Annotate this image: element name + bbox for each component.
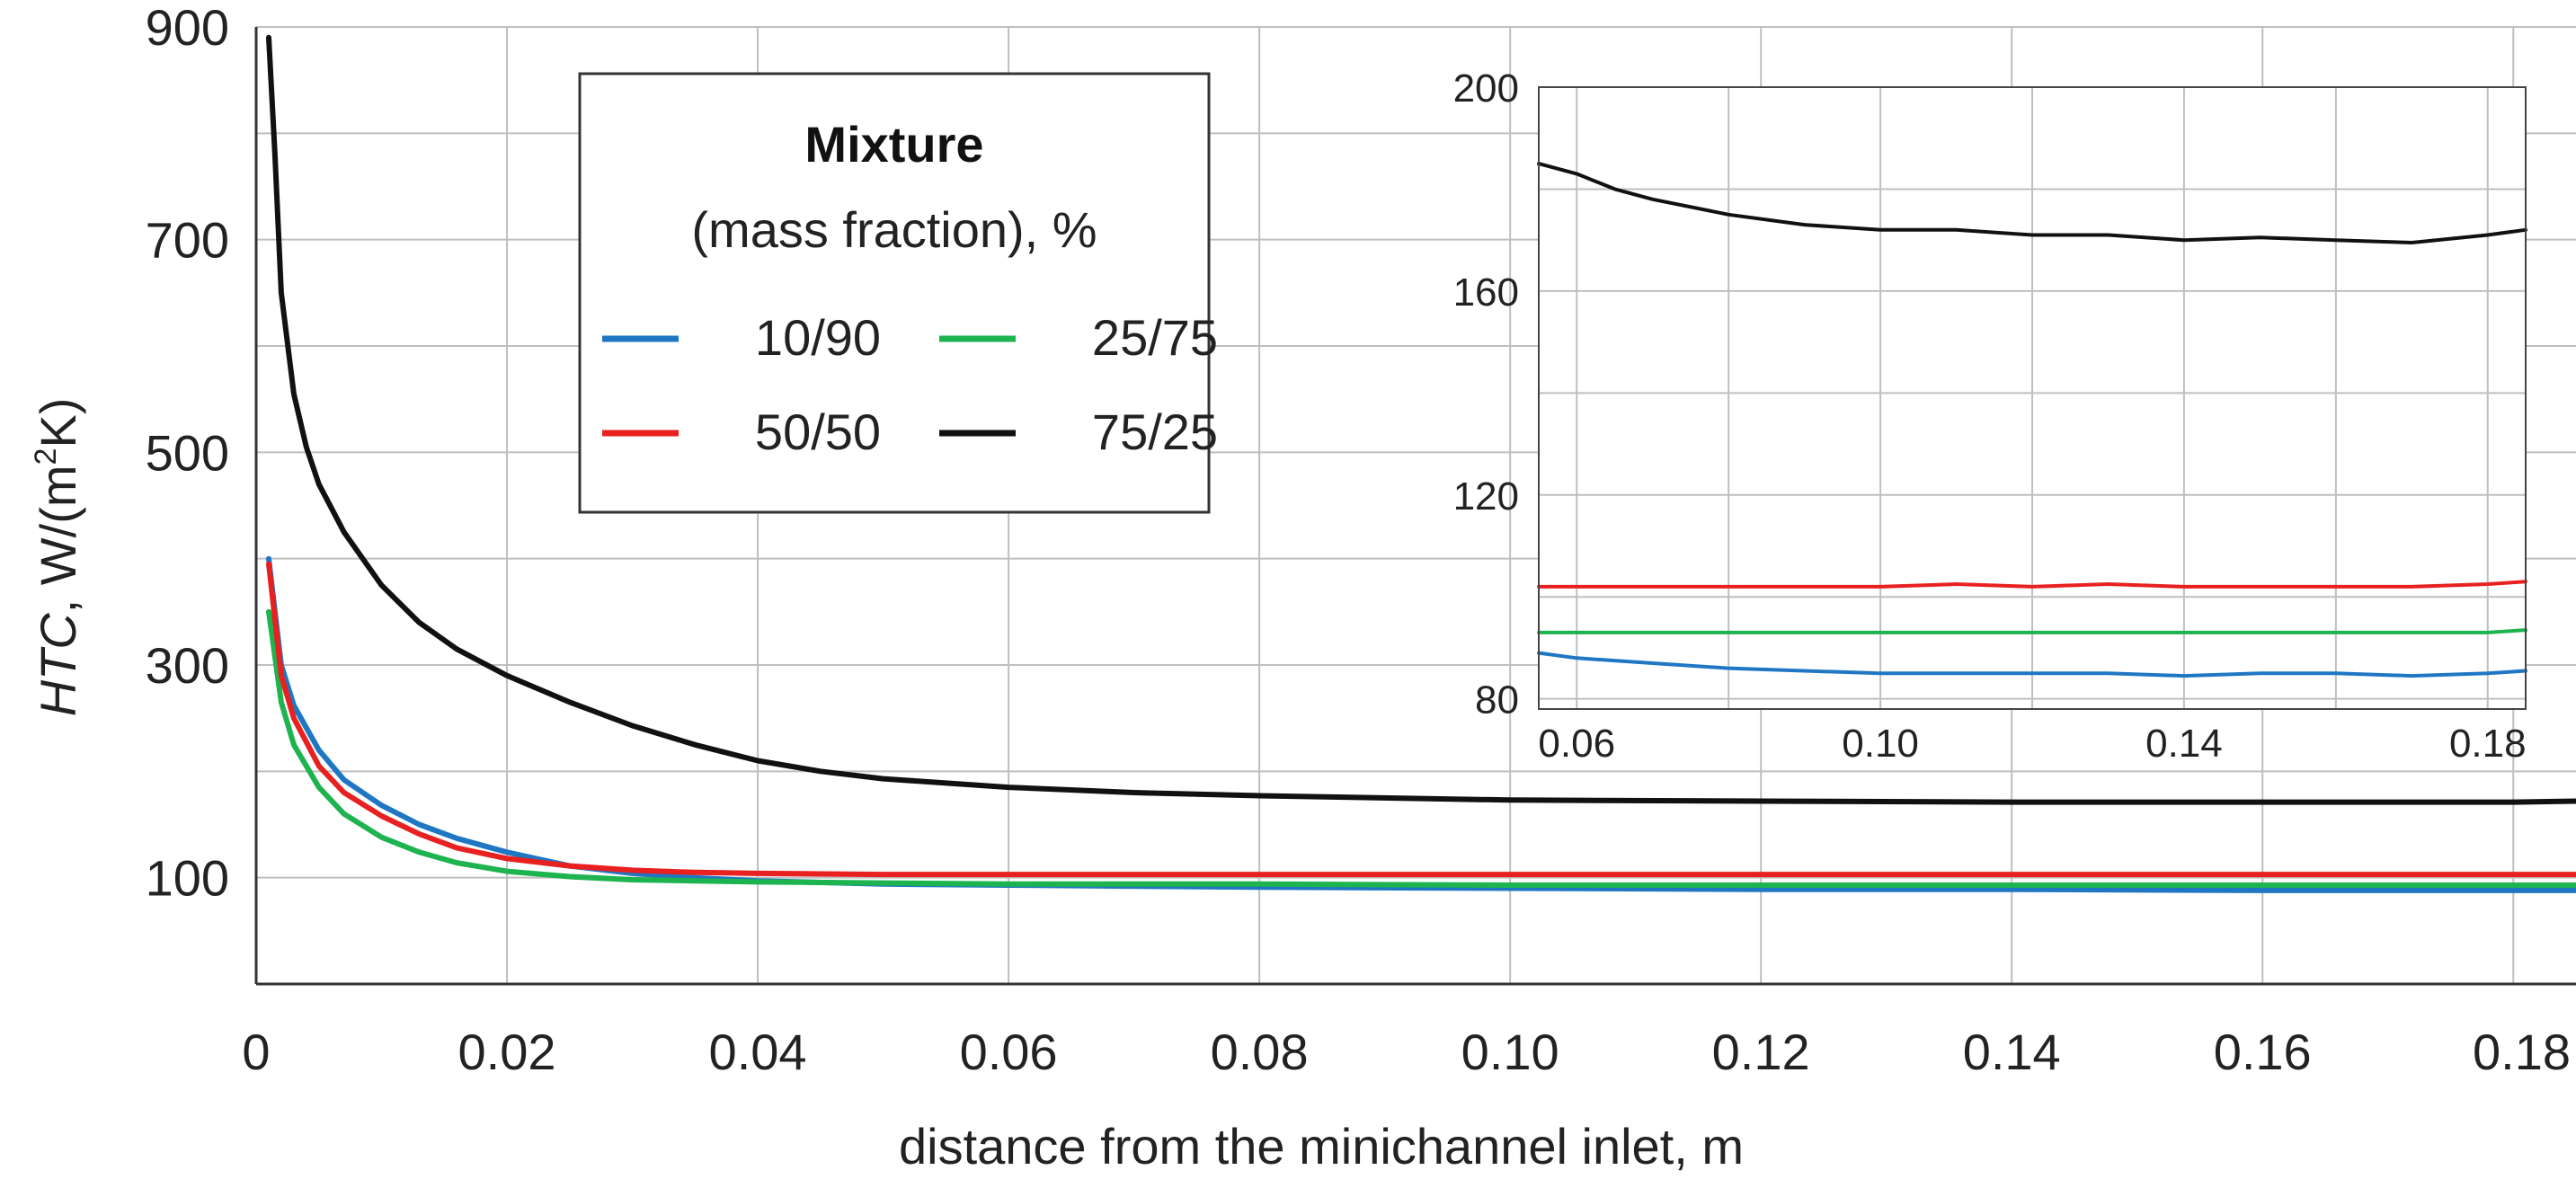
legend-label-50-50: 50/50 bbox=[755, 403, 881, 460]
inset-y-tick-label: 120 bbox=[1453, 474, 1519, 519]
y-tick-label: 300 bbox=[146, 637, 229, 694]
x-tick-label: 0.12 bbox=[1712, 1024, 1810, 1080]
x-tick-label: 0.04 bbox=[709, 1024, 807, 1080]
series-line-50-50 bbox=[266, 561, 2576, 878]
y-tick-label: 100 bbox=[146, 850, 229, 907]
inset-chart: 0.06 0.10 0.14 0.18 80 120 160 200 bbox=[1453, 66, 2527, 766]
series-line-10-90 bbox=[266, 555, 2576, 893]
main-series bbox=[266, 34, 2576, 893]
x-tick-label: 0.14 bbox=[1963, 1024, 2061, 1080]
legend-subtitle: (mass fraction), % bbox=[691, 201, 1097, 258]
inset-series-line-25-75 bbox=[1537, 628, 2527, 634]
legend: Mixture (mass fraction), % 10/90 25/75 50/… bbox=[578, 72, 1218, 514]
y-tick-label: 900 bbox=[146, 0, 229, 56]
inset-x-tick-label: 0.14 bbox=[2145, 722, 2223, 766]
legend-title: Mixture bbox=[804, 116, 983, 173]
series-line-25-75 bbox=[266, 608, 2576, 888]
series-line-75-25 bbox=[266, 34, 2576, 805]
main-x-tick-labels: 0 0.02 0.04 0.06 0.08 0.10 0.12 0.14 0.16 0.18 bbox=[242, 1024, 2571, 1080]
inset-y-tick-label: 160 bbox=[1453, 270, 1519, 315]
x-tick-label: 0.02 bbox=[458, 1024, 556, 1080]
x-tick-label: 0.10 bbox=[1461, 1024, 1559, 1080]
inset-y-tick-labels: 80 120 160 200 bbox=[1453, 66, 1519, 722]
inset-y-tick-label: 80 bbox=[1475, 678, 1519, 722]
x-tick-label: 0.06 bbox=[960, 1024, 1058, 1080]
legend-label-10-90: 10/90 bbox=[755, 309, 881, 366]
inset-x-tick-label: 0.10 bbox=[1842, 722, 1919, 766]
main-axes bbox=[254, 27, 2576, 986]
y-tick-label: 700 bbox=[146, 212, 229, 269]
y-axis-label: HTC, W/(m2K) bbox=[29, 398, 86, 717]
inset-series-line-10-90 bbox=[1537, 651, 2527, 678]
x-axis-label: distance from the minichannel inlet, m bbox=[899, 1118, 1744, 1175]
main-y-tick-labels: 100 300 500 700 900 bbox=[146, 0, 229, 907]
legend-label-75-25: 75/25 bbox=[1092, 403, 1218, 460]
inset-series-line-50-50 bbox=[1537, 580, 2527, 589]
legend-items: 10/90 25/75 50/50 75/25 bbox=[602, 309, 1218, 460]
inset-y-tick-label: 200 bbox=[1453, 66, 1519, 111]
inset-x-tick-labels: 0.06 0.10 0.14 0.18 bbox=[1538, 722, 2526, 766]
inset-x-tick-label: 0.18 bbox=[2449, 722, 2527, 766]
inset-x-tick-label: 0.06 bbox=[1538, 722, 1615, 766]
x-tick-label: 0.16 bbox=[2214, 1024, 2312, 1080]
x-tick-label: 0.18 bbox=[2473, 1024, 2571, 1080]
x-tick-label: 0.08 bbox=[1211, 1024, 1309, 1080]
inset-series-line-75-25 bbox=[1537, 162, 2527, 244]
x-tick-label: 0 bbox=[242, 1024, 270, 1080]
legend-box bbox=[578, 72, 1211, 514]
inset-series bbox=[1537, 162, 2527, 678]
inset-frame bbox=[1538, 86, 2527, 710]
legend-label-25-75: 25/75 bbox=[1092, 309, 1218, 366]
y-tick-label: 500 bbox=[146, 424, 229, 481]
